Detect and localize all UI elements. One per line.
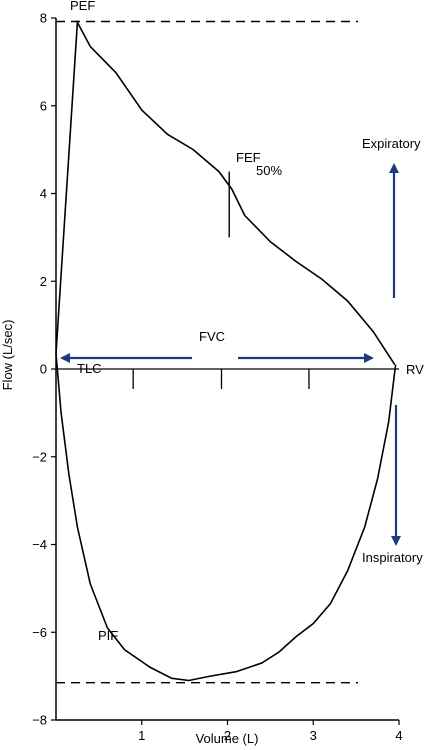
inspiratory-curve bbox=[55, 353, 397, 682]
x-tick-label: 4 bbox=[395, 728, 402, 743]
reference-lines bbox=[56, 20, 358, 684]
y-tick-label: 4 bbox=[40, 186, 47, 201]
tlc-label: TLC bbox=[77, 361, 102, 376]
y-tick-label: −4 bbox=[32, 537, 47, 552]
x-ticks: 1 2 3 4 bbox=[138, 720, 403, 743]
y-tick-label: −2 bbox=[32, 449, 47, 464]
x-tick-label: 1 bbox=[138, 728, 145, 743]
y-tick-label: −8 bbox=[32, 713, 47, 728]
x-tick-label: 3 bbox=[310, 728, 317, 743]
fef-label: FEF bbox=[236, 150, 261, 165]
pef-label: PEF bbox=[70, 0, 95, 13]
expiratory-label: Expiratory bbox=[362, 136, 421, 151]
fef-50-label: 50% bbox=[256, 163, 282, 178]
expiratory-curve bbox=[55, 19, 396, 366]
y-tick-label: 2 bbox=[40, 274, 47, 289]
y-tick-label: 8 bbox=[40, 11, 47, 26]
pif-label: PIF bbox=[98, 628, 118, 643]
y-tick-label: 0 bbox=[40, 362, 47, 377]
y-ticks: 8 6 4 2 0 −2 −4 −6 −8 bbox=[32, 11, 56, 728]
y-tick-label: 6 bbox=[40, 98, 47, 113]
x-tick-label: 2 bbox=[224, 728, 231, 743]
volume-ticks bbox=[132, 369, 310, 389]
inspiratory-label: Inspiratory bbox=[362, 550, 423, 565]
fvc-label: FVC bbox=[199, 329, 225, 344]
x-axis-label: Volume (L) bbox=[196, 731, 259, 746]
rv-label: RV bbox=[406, 362, 424, 377]
y-axis-label: Flow (L/sec) bbox=[0, 320, 15, 391]
y-tick-label: −6 bbox=[32, 625, 47, 640]
